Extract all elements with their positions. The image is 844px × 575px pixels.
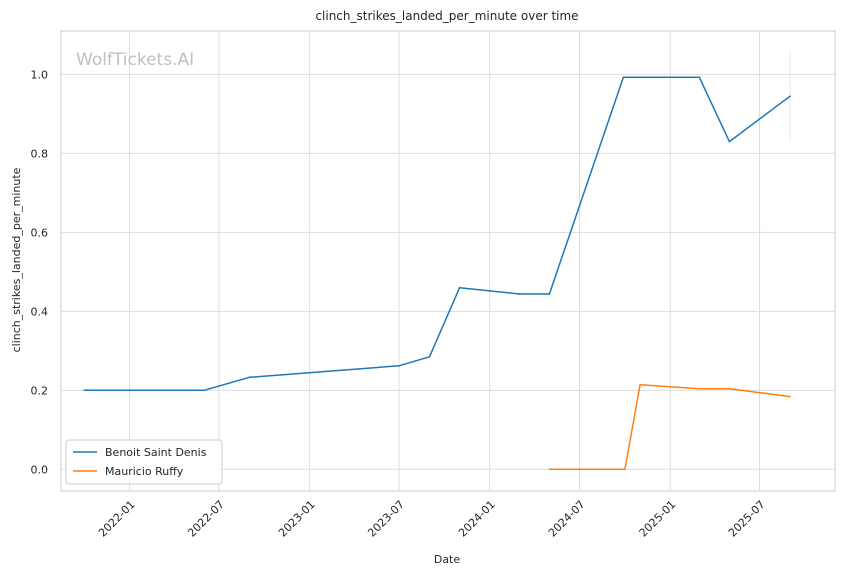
data-point	[789, 395, 791, 398]
data-point	[248, 376, 251, 379]
data-point	[83, 389, 85, 392]
data-point	[728, 387, 731, 390]
x-axis-label: Date	[434, 553, 461, 566]
x-tick-label: 2025-07	[726, 498, 768, 540]
y-tick-label: 0.4	[31, 305, 49, 318]
y-tick-label: 0.6	[31, 226, 49, 239]
data-point	[548, 468, 551, 471]
x-tick-label: 2025-01	[637, 498, 679, 540]
data-point	[398, 365, 400, 367]
x-tick-label: 2023-01	[276, 498, 318, 540]
data-point	[428, 355, 431, 358]
data-point	[622, 76, 625, 78]
x-tick-label: 2023-07	[365, 498, 407, 540]
data-point	[639, 383, 641, 386]
legend-label: Mauricio Ruffy	[105, 465, 184, 478]
legend: Benoit Saint Denis Mauricio Ruffy	[65, 439, 223, 485]
y-axis-label: clinch_strikes_landed_per_minute	[10, 167, 23, 352]
x-tick-label: 2024-01	[456, 498, 498, 540]
data-point	[698, 387, 701, 390]
data-point	[458, 286, 461, 289]
y-tick-label: 0.0	[31, 463, 49, 476]
chart-title: clinch_strikes_landed_per_minute over ti…	[315, 9, 578, 23]
series-line-1	[549, 384, 791, 471]
series-layer	[83, 76, 791, 471]
y-tick-label: 1.0	[31, 68, 49, 81]
data-point	[624, 468, 626, 471]
x-tick-label: 2022-01	[96, 498, 138, 540]
y-tick-label: 0.8	[31, 147, 49, 160]
data-point	[203, 389, 205, 392]
x-tick-label: 2024-07	[546, 498, 588, 540]
series-line-0	[84, 76, 791, 392]
grid	[61, 31, 835, 491]
y-axis: 0.0 0.2 0.4 0.6 0.8 1.0	[31, 68, 49, 476]
x-axis: 2022-01 2022-07 2023-01 2023-07 2024-01 2024-…	[96, 498, 768, 540]
legend-label: Benoit Saint Denis	[105, 446, 207, 459]
y-tick-label: 0.2	[31, 384, 49, 397]
watermark: WolfTickets.AI	[76, 50, 194, 70]
data-point	[728, 140, 731, 143]
data-point	[518, 293, 521, 295]
data-point	[789, 95, 791, 97]
data-point	[548, 293, 551, 295]
plot-area	[60, 30, 836, 492]
legend-box	[65, 439, 223, 485]
x-tick-label: 2022-07	[185, 498, 227, 540]
data-point	[698, 76, 701, 78]
